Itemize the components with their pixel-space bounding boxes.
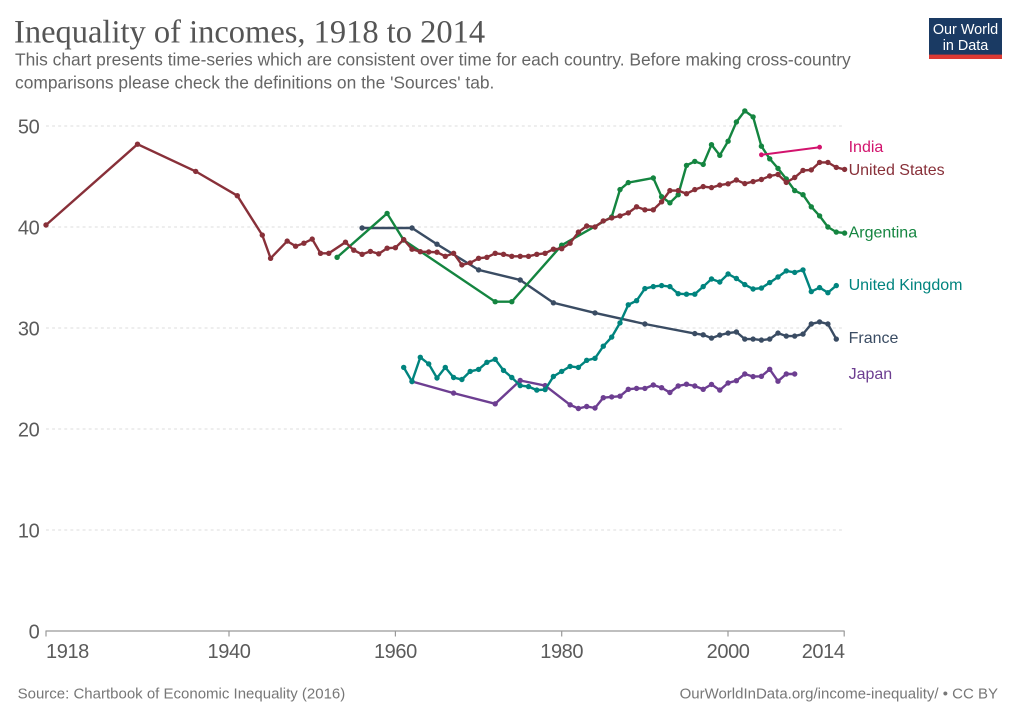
svg-text:France: France	[849, 330, 899, 347]
svg-text:2000: 2000	[707, 641, 750, 663]
svg-text:OurWorldInData.org/income-ineq: OurWorldInData.org/income-inequality/ • …	[680, 686, 998, 703]
svg-text:1980: 1980	[540, 641, 583, 663]
svg-text:Source: Chartbook of Economic: Source: Chartbook of Economic Inequality…	[18, 686, 346, 703]
svg-text:Our World: Our World	[933, 22, 998, 38]
svg-text:20: 20	[18, 419, 40, 441]
svg-text:United Kingdom: United Kingdom	[849, 277, 963, 294]
svg-text:1918: 1918	[46, 641, 89, 663]
svg-text:India: India	[849, 139, 884, 156]
svg-text:50: 50	[18, 116, 40, 138]
svg-text:Japan: Japan	[849, 366, 893, 383]
svg-text:in Data: in Data	[943, 38, 989, 54]
svg-text:United States: United States	[849, 162, 945, 179]
svg-text:40: 40	[18, 217, 40, 239]
svg-text:1940: 1940	[208, 641, 251, 663]
svg-text:Inequality of incomes, 1918 to: Inequality of incomes, 1918 to 2014	[14, 15, 485, 51]
svg-text:10: 10	[18, 520, 40, 542]
svg-text:30: 30	[18, 318, 40, 340]
svg-text:This chart presents time-serie: This chart presents time-series which ar…	[15, 49, 851, 69]
svg-text:0: 0	[29, 621, 40, 643]
svg-text:Argentina: Argentina	[849, 225, 918, 242]
svg-text:2014: 2014	[802, 641, 845, 663]
svg-text:comparisons please check the d: comparisons please check the definitions…	[15, 72, 494, 92]
svg-text:1960: 1960	[374, 641, 417, 663]
